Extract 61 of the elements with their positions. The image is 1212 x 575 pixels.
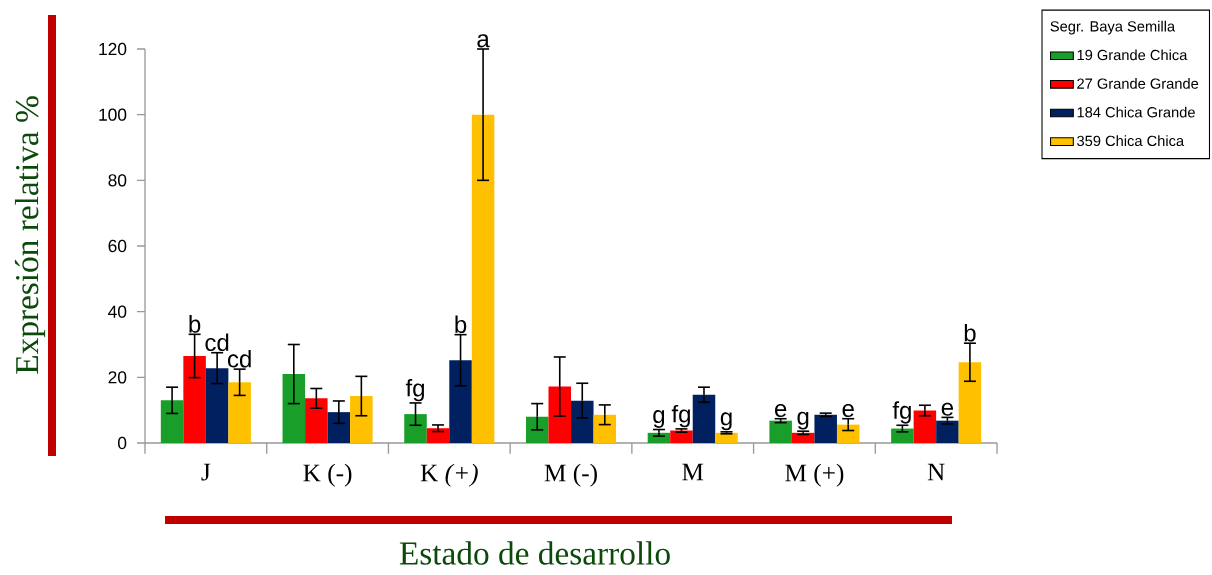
legend-label: 184 Chica Grande (1077, 106, 1195, 118)
legend-label: 359 Chica Chica (1077, 135, 1185, 147)
data-label: cd (205, 333, 229, 352)
bar (471, 114, 495, 443)
y-tick-label: 20 (108, 371, 127, 384)
data-label: fg (671, 404, 690, 428)
bar (836, 424, 860, 443)
bar (205, 368, 229, 443)
data-label: g (797, 411, 809, 430)
y-tick-label: 40 (108, 305, 127, 318)
y-axis-title: Expresión relativa % (14, 96, 46, 374)
legend-label: 19 Grande Chica (1077, 49, 1188, 61)
data-label: g (720, 412, 732, 431)
bar (936, 420, 959, 443)
data-label: e (775, 403, 787, 418)
bar (913, 410, 937, 443)
data-label: b (189, 315, 201, 333)
data-label: cd (227, 349, 251, 368)
x-tick-label: N (927, 463, 945, 481)
data-label: g (653, 410, 665, 428)
legend-label: 27 Grande Grande (1077, 78, 1199, 89)
bar (350, 396, 373, 443)
bar (814, 414, 837, 443)
data-label: b (455, 315, 467, 334)
bar (715, 432, 738, 443)
bar (958, 362, 982, 443)
bar (426, 428, 450, 443)
bar (769, 420, 792, 443)
y-tick-label: 80 (108, 174, 127, 187)
bar (160, 400, 184, 443)
x-axis-title: Estado de desarrollo (399, 541, 670, 565)
x-tick-label: K (-) (303, 463, 352, 487)
data-label: e (941, 402, 954, 416)
x-tick-label: K (+) (420, 463, 478, 487)
data-label: fg (405, 378, 424, 402)
bar (282, 374, 306, 443)
bar (183, 355, 206, 443)
bar (305, 398, 328, 443)
x-tick-label: M (-) (544, 463, 597, 487)
y-tick-label: 60 (108, 239, 127, 253)
bar (449, 360, 472, 443)
data-label: a (477, 34, 490, 48)
bar (891, 428, 914, 443)
x-tick-label: M (+) (785, 463, 844, 487)
bar (525, 416, 549, 443)
x-tick-label: M (682, 463, 704, 481)
data-label: b (964, 323, 976, 342)
bar (327, 412, 351, 443)
y-tick-label: 0 (117, 436, 127, 450)
bar (791, 432, 815, 443)
bar (571, 400, 594, 443)
data-label: e (842, 403, 854, 418)
y-tick-label: 120 (99, 42, 127, 56)
data-label: fg (892, 401, 911, 424)
bar (404, 414, 427, 443)
legend-title: Segr. Baya Semilla (1050, 20, 1176, 35)
x-tick-label: J (201, 463, 211, 481)
y-tick-label: 100 (99, 108, 127, 121)
bar (692, 394, 716, 443)
bar (593, 414, 617, 443)
bar (228, 382, 251, 443)
